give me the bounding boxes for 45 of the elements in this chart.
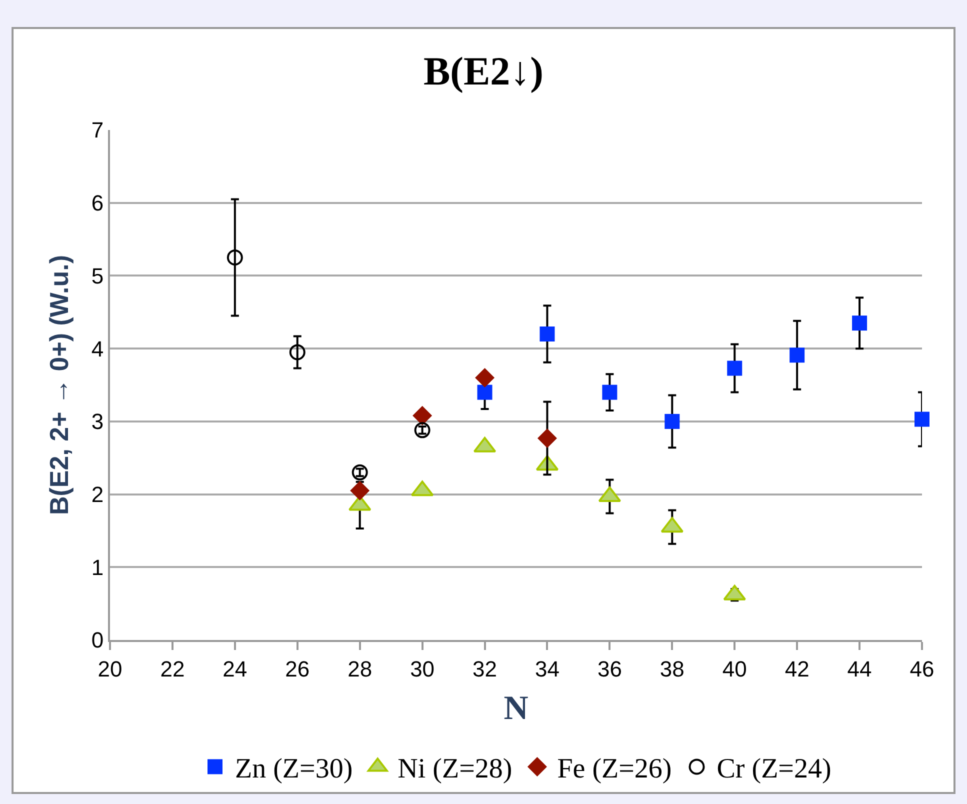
point bbox=[289, 344, 306, 360]
y-axis-title: B(E2, 2+ → 0+) (W.u.) bbox=[44, 254, 74, 516]
chart-title: B(E2↓) bbox=[424, 48, 544, 94]
point bbox=[540, 326, 555, 342]
point bbox=[350, 480, 370, 500]
legend-label: Ni (Z=28) bbox=[398, 754, 512, 785]
x-tick-label: 26 bbox=[285, 656, 310, 682]
x-tick-label: 38 bbox=[660, 656, 684, 682]
point bbox=[412, 406, 432, 426]
y-tick-label: 6 bbox=[91, 190, 104, 216]
point bbox=[914, 412, 930, 427]
y-tick-label: 1 bbox=[91, 554, 104, 580]
legend-label: Cr (Z=24) bbox=[716, 754, 832, 785]
y-tick-label: 2 bbox=[91, 482, 104, 507]
x-tick-label: 44 bbox=[847, 656, 872, 682]
x-tick-label: 34 bbox=[534, 656, 560, 682]
point bbox=[790, 348, 805, 363]
point bbox=[602, 384, 618, 400]
point bbox=[727, 360, 742, 376]
legend-label: Fe (Z=26) bbox=[557, 754, 672, 785]
x-tick-label: 32 bbox=[472, 656, 498, 682]
y-tick-label: 4 bbox=[91, 336, 104, 362]
x-tick-label: 28 bbox=[348, 656, 372, 682]
point bbox=[226, 250, 243, 266]
point bbox=[537, 428, 557, 448]
y-tick-label: 0 bbox=[91, 628, 104, 653]
x-tick-label: 42 bbox=[784, 656, 810, 682]
y-tick-label: 7 bbox=[91, 118, 104, 143]
point bbox=[414, 422, 430, 438]
point bbox=[477, 384, 492, 400]
x-tick-label: 20 bbox=[98, 656, 122, 682]
point bbox=[664, 414, 680, 429]
x-tick-label: 40 bbox=[722, 656, 747, 682]
x-axis-title: N bbox=[504, 690, 529, 728]
x-tick-label: 46 bbox=[910, 656, 934, 682]
legend-label: Zn (Z=30) bbox=[235, 754, 353, 785]
x-tick-label: 30 bbox=[410, 656, 435, 682]
point bbox=[352, 464, 368, 480]
point bbox=[475, 368, 495, 388]
x-tick-label: 24 bbox=[222, 656, 248, 682]
x-tick-label: 36 bbox=[597, 656, 622, 682]
y-tick-label: 3 bbox=[91, 409, 104, 434]
x-tick-label: 22 bbox=[160, 656, 185, 682]
y-tick-label: 5 bbox=[91, 263, 104, 288]
point bbox=[852, 316, 868, 331]
